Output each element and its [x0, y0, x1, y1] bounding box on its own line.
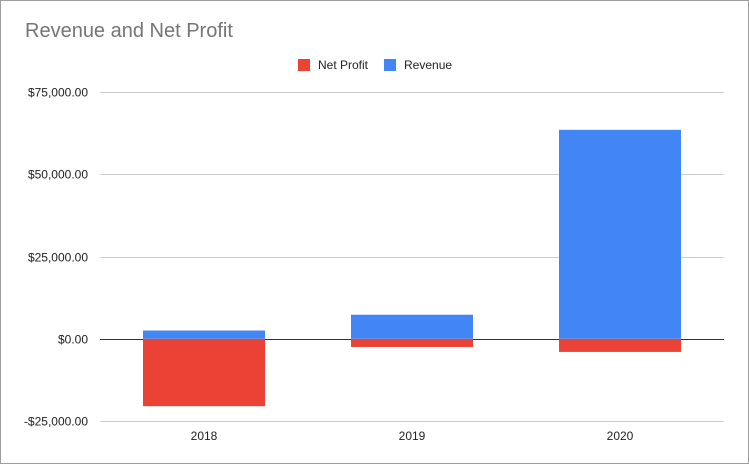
bar-revenue-2020[interactable]: [559, 129, 681, 339]
bar-net-profit-2020[interactable]: [559, 338, 681, 352]
y-tick-label: $75,000.00: [28, 86, 88, 100]
y-tick-label: $0.00: [58, 333, 88, 347]
legend-label-revenue[interactable]: Revenue: [404, 58, 452, 72]
x-tick-label: 2020: [607, 429, 634, 443]
bar-net-profit-2018[interactable]: [143, 338, 265, 407]
legend-swatch-revenue[interactable]: [384, 59, 396, 71]
legend-swatch-net-profit[interactable]: [298, 59, 310, 71]
x-tick-label: 2018: [191, 429, 218, 443]
x-tick-label: 2019: [399, 429, 426, 443]
y-tick-label: $25,000.00: [28, 251, 88, 265]
bar-revenue-2019[interactable]: [351, 314, 473, 339]
bar-revenue-2018[interactable]: [143, 330, 265, 339]
chart-title: Revenue and Net Profit: [25, 20, 233, 42]
y-tick-label: $50,000.00: [28, 168, 88, 182]
bar-net-profit-2019[interactable]: [351, 338, 473, 347]
y-tick-label: -$25,000.00: [24, 415, 88, 429]
legend-label-net-profit[interactable]: Net Profit: [318, 58, 369, 72]
